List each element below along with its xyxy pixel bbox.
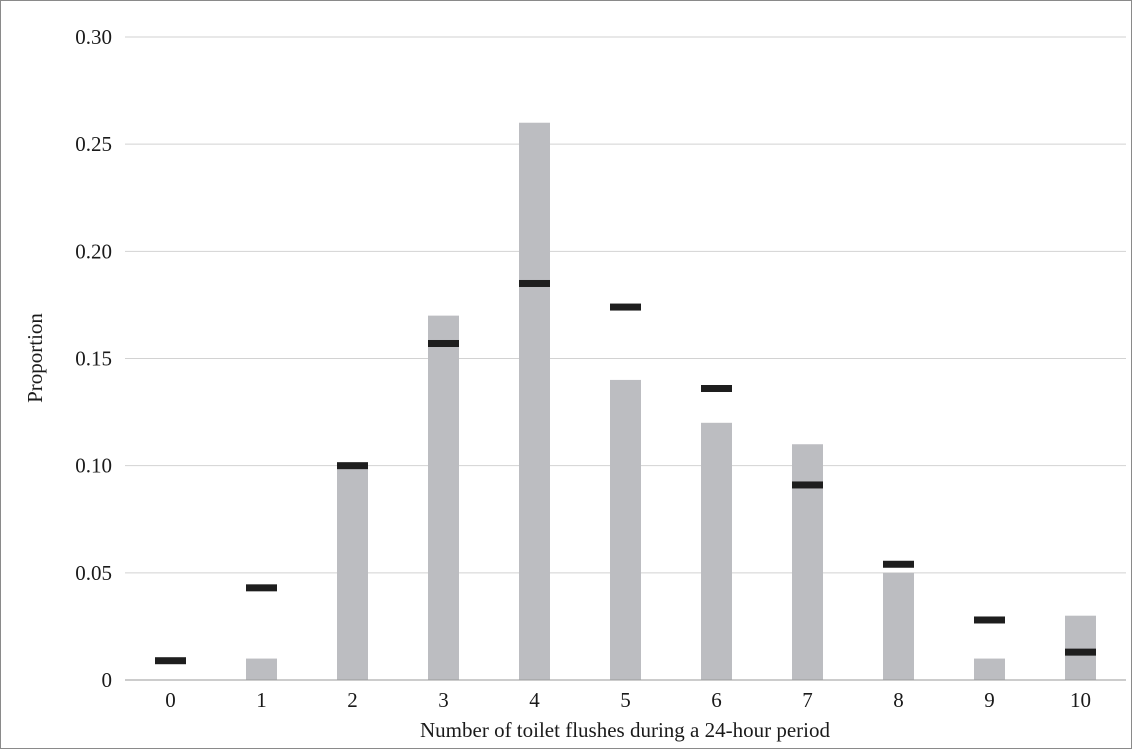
bar	[428, 315, 459, 680]
x-tick-label: 1	[256, 688, 267, 712]
x-tick-label: 4	[529, 688, 540, 712]
x-tick-label: 5	[620, 688, 631, 712]
marker	[337, 462, 368, 470]
marker	[701, 385, 732, 393]
bar	[974, 658, 1005, 680]
x-tick-label: 9	[984, 688, 995, 712]
marker	[1065, 648, 1096, 656]
marker	[246, 584, 277, 592]
y-tick-label: 0.10	[75, 454, 112, 478]
marker	[610, 303, 641, 311]
marker	[428, 339, 459, 347]
bar	[246, 658, 277, 680]
x-tick-label: 6	[711, 688, 722, 712]
bar	[1065, 615, 1096, 680]
x-tick-label: 8	[893, 688, 904, 712]
y-tick-label: 0	[102, 668, 113, 692]
marker	[155, 657, 186, 665]
marker	[519, 279, 550, 287]
marker	[883, 560, 914, 568]
bar	[883, 572, 914, 680]
x-axis-label: Number of toilet flushes during a 24-hou…	[420, 718, 830, 742]
x-tick-label: 0	[165, 688, 176, 712]
y-tick-label: 0.05	[75, 561, 112, 585]
y-axis-ticks: 0 0.05 0.10 0.15 0.20 0.25 0.30	[75, 25, 112, 692]
bar	[610, 379, 641, 680]
bar	[519, 122, 550, 680]
markers	[155, 279, 1096, 665]
x-tick-label: 2	[347, 688, 358, 712]
x-tick-label: 7	[802, 688, 813, 712]
x-axis-ticks: 0 1 2 3 4 5 6 7 8 9 10	[165, 688, 1091, 712]
gridlines	[125, 36, 1126, 574]
marker	[974, 616, 1005, 624]
x-tick-label: 10	[1070, 688, 1091, 712]
bar	[701, 422, 732, 680]
y-axis-label: Proportion	[23, 313, 47, 403]
bar	[337, 465, 368, 680]
y-tick-label: 0.15	[75, 347, 112, 371]
x-tick-label: 3	[438, 688, 449, 712]
y-tick-label: 0.30	[75, 25, 112, 49]
marker	[792, 481, 823, 489]
bar	[792, 444, 823, 680]
bars	[246, 122, 1096, 680]
y-tick-label: 0.20	[75, 239, 112, 263]
y-tick-label: 0.25	[75, 132, 112, 156]
